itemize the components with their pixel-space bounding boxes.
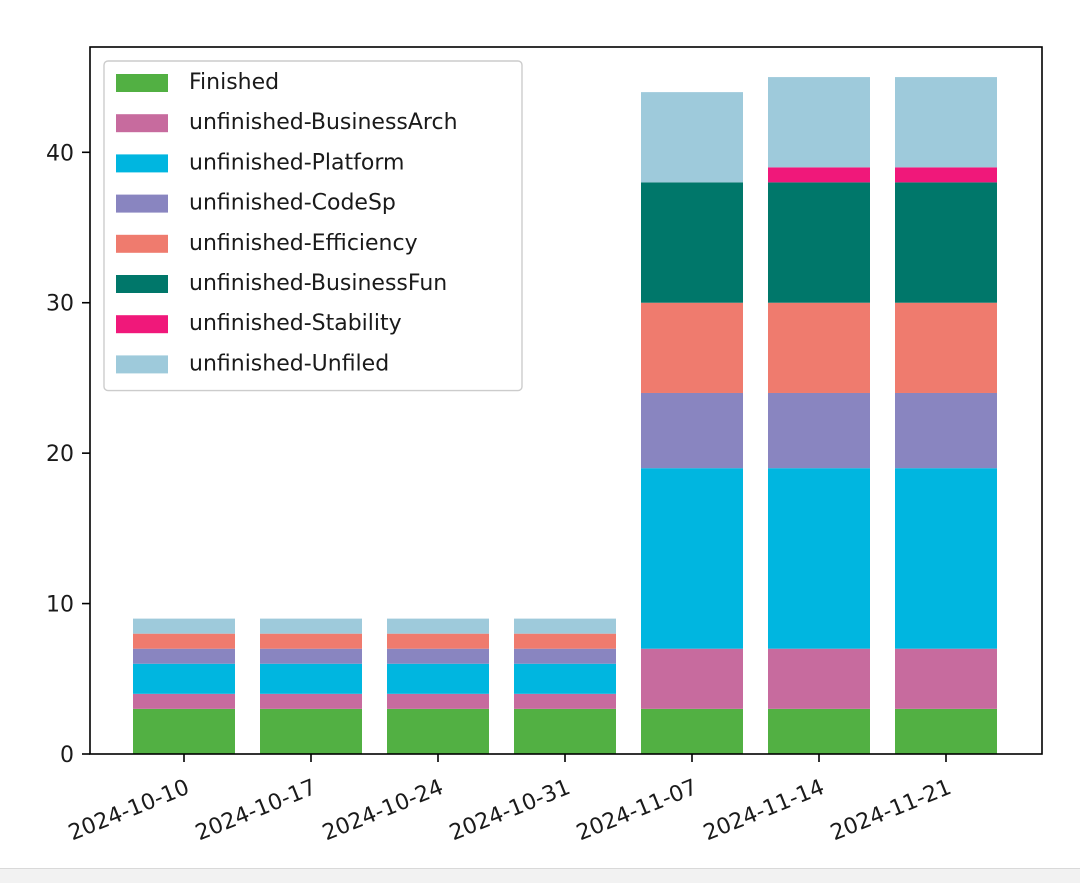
- legend-label: unfinished-Unfiled: [189, 351, 389, 376]
- bar-unfinished-Efficiency-2024-10-31: [514, 633, 616, 649]
- bar-unfinished-Platform-2024-10-10: [133, 663, 235, 694]
- bar-unfinished-Unfiled-2024-10-31: [514, 618, 616, 634]
- legend-swatch: [116, 74, 168, 92]
- legend: Finished unfinished-BusinessArch unfinishe…: [103, 60, 523, 392]
- bar-unfinished-Stability-2024-11-21: [895, 167, 997, 183]
- bar-Finished-2024-10-10: [133, 708, 235, 754]
- x-axis: 2024-10-10 2024-10-17 2024-10-24 2024-10-31…: [65, 754, 955, 846]
- legend-label: unfinished-BusinessArch: [189, 110, 458, 135]
- bar-unfinished-BusinessFun-2024-11-21: [895, 182, 997, 303]
- bar-unfinished-Efficiency-2024-11-21: [895, 302, 997, 393]
- bar-unfinished-CodeSp-2024-11-14: [768, 392, 870, 469]
- legend-swatch: [116, 275, 168, 293]
- bar-unfinished-BusinessArch-2024-11-21: [895, 648, 997, 709]
- bar-unfinished-BusinessArch-2024-10-10: [133, 693, 235, 709]
- bar-unfinished-Efficiency-2024-10-10: [133, 633, 235, 649]
- bar-unfinished-CodeSp-2024-10-10: [133, 648, 235, 664]
- bar-Finished-2024-10-31: [514, 708, 616, 754]
- bar-unfinished-BusinessArch-2024-11-07: [641, 648, 743, 709]
- legend-label: unfinished-Stability: [189, 311, 402, 336]
- legend-label: unfinished-Efficiency: [189, 231, 418, 256]
- bar-unfinished-BusinessArch-2024-11-14: [768, 648, 870, 709]
- y-tick-label: 10: [46, 593, 74, 618]
- bars-layer: [133, 77, 997, 754]
- y-tick-label: 30: [46, 292, 74, 317]
- x-tick-label: 2024-10-10: [65, 775, 193, 846]
- x-tick-label: 2024-10-31: [446, 775, 574, 846]
- bar-unfinished-Unfiled-2024-11-21: [895, 77, 997, 168]
- legend-label: Finished: [189, 70, 279, 95]
- bar-unfinished-Efficiency-2024-11-07: [641, 302, 743, 393]
- bar-unfinished-Unfiled-2024-11-14: [768, 77, 870, 168]
- bar-unfinished-CodeSp-2024-10-24: [387, 648, 489, 664]
- bar-unfinished-Platform-2024-11-07: [641, 468, 743, 649]
- bar-unfinished-Platform-2024-10-24: [387, 663, 489, 694]
- bar-Finished-2024-11-14: [768, 708, 870, 754]
- bar-unfinished-CodeSp-2024-10-31: [514, 648, 616, 664]
- bar-unfinished-BusinessArch-2024-10-31: [514, 693, 616, 709]
- bar-unfinished-Efficiency-2024-10-24: [387, 633, 489, 649]
- x-tick-label: 2024-11-07: [573, 775, 701, 846]
- bar-unfinished-Efficiency-2024-10-17: [260, 633, 362, 649]
- bar-unfinished-Platform-2024-10-17: [260, 663, 362, 694]
- bar-unfinished-Unfiled-2024-10-17: [260, 618, 362, 634]
- legend-box: [103, 60, 523, 392]
- bar-unfinished-CodeSp-2024-10-17: [260, 648, 362, 664]
- legend-swatch: [116, 315, 168, 334]
- legend-label: unfinished-BusinessFun: [189, 271, 447, 296]
- bar-unfinished-Platform-2024-10-31: [514, 663, 616, 694]
- legend-swatch: [116, 234, 168, 253]
- bar-Finished-2024-10-17: [260, 708, 362, 754]
- legend-swatch: [116, 114, 168, 133]
- bar-unfinished-BusinessFun-2024-11-07: [641, 182, 743, 303]
- bar-Finished-2024-10-24: [387, 708, 489, 754]
- bar-unfinished-BusinessFun-2024-11-14: [768, 182, 870, 303]
- bar-unfinished-Unfiled-2024-10-10: [133, 618, 235, 634]
- bar-unfinished-Platform-2024-11-14: [768, 468, 870, 649]
- bar-unfinished-BusinessArch-2024-10-24: [387, 693, 489, 709]
- bar-Finished-2024-11-21: [895, 708, 997, 754]
- bar-unfinished-Platform-2024-11-21: [895, 468, 997, 649]
- y-tick-label: 20: [46, 442, 74, 467]
- legend-swatch: [116, 355, 168, 374]
- bar-unfinished-Stability-2024-11-14: [768, 167, 870, 183]
- bar-unfinished-Unfiled-2024-10-24: [387, 618, 489, 634]
- window-bottom-edge: [0, 868, 1080, 883]
- plot-frame: [89, 46, 1043, 755]
- y-tick-label: 0: [60, 743, 74, 768]
- legend-swatch: [116, 194, 168, 213]
- legend-label: unfinished-CodeSp: [189, 191, 396, 216]
- bar-Finished-2024-11-07: [641, 708, 743, 754]
- legend-label: unfinished-Platform: [189, 150, 404, 175]
- y-tick-label: 40: [46, 141, 74, 166]
- y-axis: 0 10 20 30 40: [46, 141, 90, 768]
- bar-unfinished-BusinessArch-2024-10-17: [260, 693, 362, 709]
- x-tick-label: 2024-10-24: [319, 775, 447, 846]
- x-tick-label: 2024-11-14: [700, 775, 828, 846]
- bar-unfinished-Efficiency-2024-11-14: [768, 302, 870, 393]
- bar-unfinished-Unfiled-2024-11-07: [641, 92, 743, 183]
- x-tick-label: 2024-10-17: [192, 775, 320, 846]
- bar-unfinished-CodeSp-2024-11-07: [641, 392, 743, 469]
- bar-unfinished-CodeSp-2024-11-21: [895, 392, 997, 469]
- legend-swatch: [116, 154, 168, 173]
- x-tick-label: 2024-11-21: [827, 775, 955, 846]
